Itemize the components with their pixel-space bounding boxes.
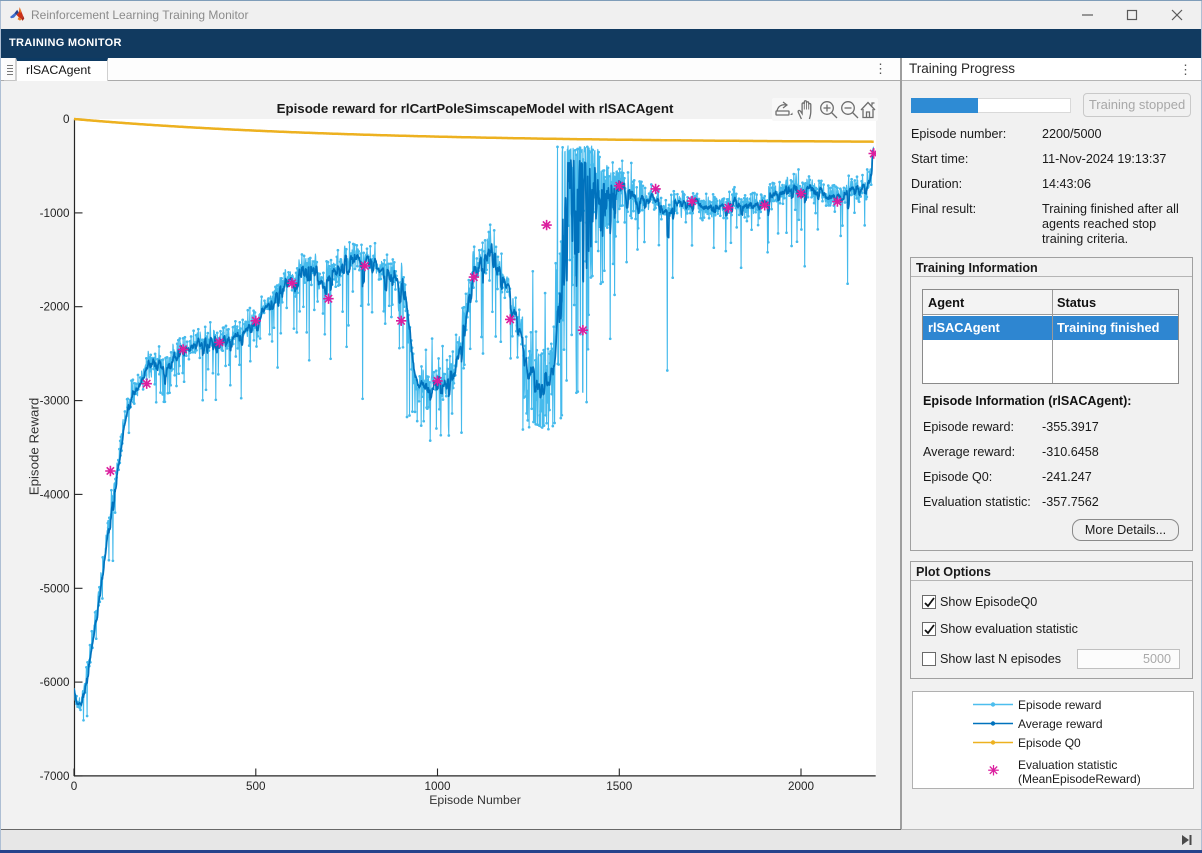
svg-text:2000: 2000	[788, 780, 815, 793]
svg-text:1500: 1500	[606, 780, 633, 793]
svg-text:-7000: -7000	[40, 770, 70, 783]
svg-text:0: 0	[71, 780, 78, 793]
svg-text:500: 500	[246, 780, 266, 793]
svg-text:0: 0	[63, 113, 70, 126]
svg-text:-1000: -1000	[40, 207, 70, 220]
svg-text:-4000: -4000	[40, 488, 70, 501]
svg-text:-6000: -6000	[40, 676, 70, 689]
svg-text:-5000: -5000	[40, 582, 70, 595]
svg-text:1000: 1000	[424, 780, 451, 793]
svg-text:-3000: -3000	[40, 395, 70, 408]
svg-text:-2000: -2000	[40, 301, 70, 314]
